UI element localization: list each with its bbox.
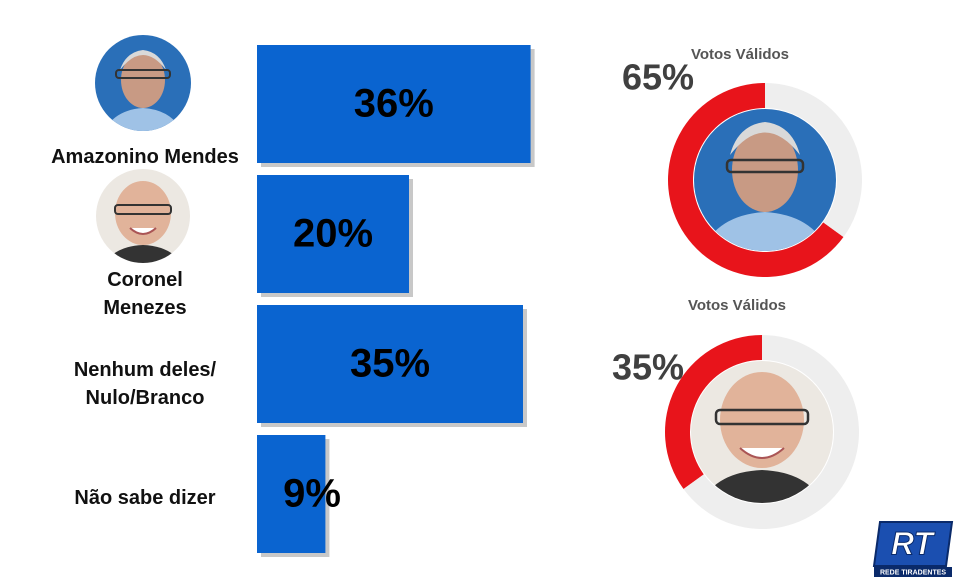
value-label: 9% bbox=[283, 472, 341, 516]
bar bbox=[257, 175, 409, 293]
value-label: 35% bbox=[350, 342, 430, 386]
value-label: 35% bbox=[612, 347, 684, 388]
portrait bbox=[95, 35, 191, 131]
bar bbox=[257, 305, 523, 423]
donut-segment bbox=[665, 334, 762, 490]
category-label: Coronel Menezes bbox=[103, 269, 187, 319]
donut-segment bbox=[765, 83, 862, 238]
logo: RT REDE TIRADENTES bbox=[872, 521, 954, 577]
portrait bbox=[96, 169, 190, 263]
bar bbox=[257, 435, 326, 553]
value-label: 20% bbox=[293, 212, 373, 256]
donut-title: Votos Válidos bbox=[691, 46, 789, 63]
category-label: Amazonino Mendes bbox=[51, 146, 239, 168]
value-label: 36% bbox=[354, 82, 434, 126]
portrait bbox=[691, 361, 833, 503]
value-label: 65% bbox=[622, 57, 694, 98]
logo-name: REDE TIRADENTES bbox=[880, 569, 946, 576]
category-label: Nenhum deles/ Nulo/Branco bbox=[73, 359, 217, 409]
donut-title: Votos Válidos bbox=[688, 297, 786, 314]
logo-mark: RT bbox=[891, 525, 936, 561]
bar bbox=[257, 45, 531, 163]
category-label: Não sabe dizer bbox=[74, 487, 216, 509]
